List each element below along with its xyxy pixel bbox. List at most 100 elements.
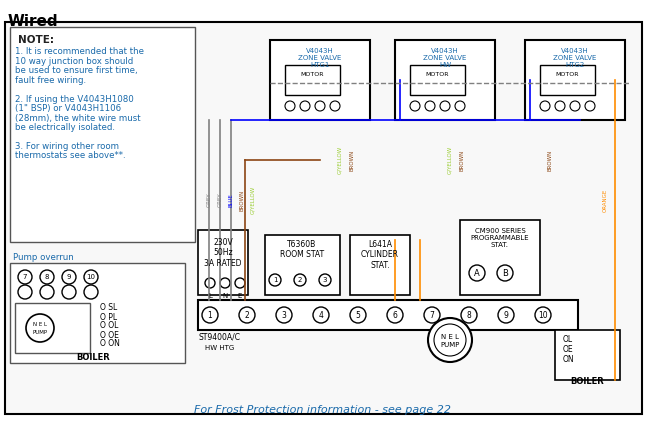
Text: O OL: O OL	[100, 322, 118, 330]
Circle shape	[425, 101, 435, 111]
Bar	[198, 300, 578, 330]
Circle shape	[497, 265, 513, 281]
Text: BLUE: BLUE	[228, 193, 234, 207]
Circle shape	[535, 307, 551, 323]
Text: G/YELLOW: G/YELLOW	[338, 146, 342, 174]
Circle shape	[26, 314, 54, 342]
Text: 8: 8	[45, 274, 49, 280]
Text: 2: 2	[245, 311, 249, 319]
Circle shape	[585, 101, 595, 111]
Text: BROWN: BROWN	[239, 189, 245, 211]
Text: (1" BSP) or V4043H1106: (1" BSP) or V4043H1106	[15, 104, 121, 113]
Text: 230V
50Hz
3A RATED: 230V 50Hz 3A RATED	[204, 238, 242, 268]
Circle shape	[315, 101, 325, 111]
Text: E: E	[238, 293, 242, 299]
Bar	[410, 65, 465, 95]
Text: HW HTG: HW HTG	[205, 345, 235, 351]
Text: 9: 9	[67, 274, 71, 280]
Text: ON: ON	[563, 355, 575, 365]
Circle shape	[239, 307, 255, 323]
Text: T6360B
ROOM STAT: T6360B ROOM STAT	[280, 240, 324, 260]
Text: MOTOR: MOTOR	[425, 72, 449, 77]
Text: 7: 7	[430, 311, 434, 319]
Text: O OE: O OE	[100, 330, 119, 340]
Text: MOTOR: MOTOR	[300, 72, 324, 77]
Text: A: A	[474, 268, 480, 278]
Circle shape	[62, 270, 76, 284]
Bar	[540, 65, 595, 95]
Text: ORANGE: ORANGE	[602, 188, 608, 211]
Circle shape	[313, 307, 329, 323]
Text: 4: 4	[318, 311, 324, 319]
Text: G/YELLOW: G/YELLOW	[250, 186, 256, 214]
Text: 3. For wiring other room: 3. For wiring other room	[15, 142, 119, 151]
Text: 7: 7	[23, 274, 27, 280]
Text: BOILER: BOILER	[76, 353, 110, 362]
Text: thermostats see above**.: thermostats see above**.	[15, 151, 126, 160]
Circle shape	[294, 274, 306, 286]
Text: N E L: N E L	[441, 334, 459, 340]
Circle shape	[428, 318, 472, 362]
Text: V4043H
ZONE VALVE
HTG2: V4043H ZONE VALVE HTG2	[553, 48, 597, 68]
Text: (28mm), the white wire must: (28mm), the white wire must	[15, 114, 140, 122]
Text: Pump overrun: Pump overrun	[13, 253, 74, 262]
Bar	[525, 40, 625, 120]
Text: 1: 1	[273, 277, 278, 283]
Text: 10: 10	[538, 311, 548, 319]
Text: BROWN: BROWN	[547, 149, 553, 170]
Circle shape	[220, 278, 230, 288]
Text: L641A
CYLINDER
STAT.: L641A CYLINDER STAT.	[361, 240, 399, 270]
Circle shape	[18, 270, 32, 284]
Circle shape	[202, 307, 218, 323]
Text: GREY: GREY	[217, 193, 223, 207]
Bar	[15, 303, 90, 353]
Bar	[555, 330, 620, 380]
Circle shape	[235, 278, 245, 288]
Circle shape	[84, 270, 98, 284]
Circle shape	[285, 101, 295, 111]
Circle shape	[350, 307, 366, 323]
Circle shape	[62, 285, 76, 299]
Circle shape	[570, 101, 580, 111]
Text: 10: 10	[87, 274, 96, 280]
Text: be used to ensure first time,: be used to ensure first time,	[15, 66, 138, 75]
Circle shape	[269, 274, 281, 286]
Circle shape	[205, 278, 215, 288]
Text: O SL: O SL	[100, 303, 117, 313]
Bar	[395, 40, 495, 120]
Text: V4043H
ZONE VALVE
HTG1: V4043H ZONE VALVE HTG1	[298, 48, 342, 68]
Circle shape	[84, 285, 98, 299]
Text: BROWN: BROWN	[349, 149, 355, 170]
Text: ST9400A/C: ST9400A/C	[198, 333, 240, 341]
Text: O ON: O ON	[100, 340, 120, 349]
Text: For Frost Protection information - see page 22: For Frost Protection information - see p…	[195, 405, 452, 415]
Text: MOTOR: MOTOR	[555, 72, 579, 77]
Circle shape	[424, 307, 440, 323]
Text: B: B	[502, 268, 508, 278]
Circle shape	[555, 101, 565, 111]
Bar	[10, 27, 195, 242]
Circle shape	[540, 101, 550, 111]
Circle shape	[387, 307, 403, 323]
Text: O PL: O PL	[100, 313, 117, 322]
Bar	[460, 220, 540, 295]
Text: 5: 5	[356, 311, 360, 319]
Text: OL: OL	[563, 335, 573, 344]
Text: 6: 6	[393, 311, 397, 319]
Circle shape	[40, 285, 54, 299]
Circle shape	[40, 270, 54, 284]
Text: NOTE:: NOTE:	[18, 35, 54, 45]
Text: 3: 3	[323, 277, 327, 283]
Circle shape	[300, 101, 310, 111]
Text: fault free wiring.: fault free wiring.	[15, 76, 86, 84]
Text: 1: 1	[208, 311, 212, 319]
Text: N: N	[223, 293, 228, 299]
Circle shape	[440, 101, 450, 111]
Bar	[285, 65, 340, 95]
Text: 10 way junction box should: 10 way junction box should	[15, 57, 133, 65]
Text: GREY: GREY	[206, 193, 212, 207]
Bar	[350, 235, 410, 295]
Text: be electrically isolated.: be electrically isolated.	[15, 123, 115, 132]
Circle shape	[319, 274, 331, 286]
Text: Wired: Wired	[8, 14, 59, 29]
